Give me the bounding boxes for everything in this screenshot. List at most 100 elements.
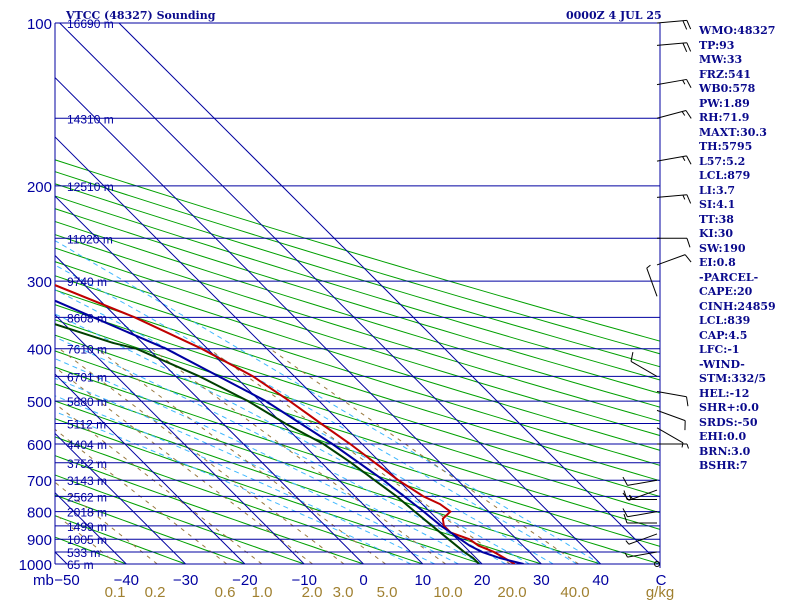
height-label: 533 m: [67, 546, 100, 560]
axis-labels: 16690 m 14310 m 12510 m 11020 m 9740 m 8608 m…: [19, 16, 675, 600]
wind-barb: [623, 513, 657, 524]
barb-staff: [656, 78, 687, 86]
barb-staff: [628, 533, 658, 545]
index-item: LCL:839: [699, 314, 751, 327]
height-label: 65 m: [67, 558, 94, 572]
moist-adiabat: [55, 358, 483, 564]
isotherm-line: [55, 76, 542, 564]
temperature-tick-label: −10: [291, 572, 316, 589]
height-label: 11020 m: [67, 232, 113, 246]
barb-flag: [686, 396, 689, 407]
wind-barb: [656, 19, 692, 30]
temperature-tick-label: −50: [54, 572, 79, 589]
station-title: VTCC (48327) Sounding: [66, 9, 216, 22]
barb-flag: [625, 540, 630, 545]
barb-flag: [623, 513, 628, 524]
wind-barb: [623, 490, 657, 501]
isotherm-line: [55, 432, 186, 564]
wind-barb: [656, 409, 686, 431]
pressure-label: 800: [27, 505, 52, 522]
pressure-label: 700: [27, 473, 52, 490]
index-item: BRN:3.0: [699, 444, 751, 458]
mixing-ratio-label: 0.2: [145, 584, 166, 600]
wind-barb: [624, 551, 658, 558]
mixing-ratio-label: 10.0: [433, 584, 462, 600]
parcel-trace: [55, 299, 524, 564]
barb-flag: [623, 490, 628, 500]
index-item: TT:38: [699, 212, 734, 226]
index-item: KI:30: [699, 227, 734, 240]
height-label: 4404 m: [67, 438, 107, 452]
mixing-ratio-line: [208, 348, 511, 564]
temperature-tick-label: 0: [359, 572, 367, 589]
height-label: 14310 m: [67, 112, 114, 126]
moist-adiabat: [55, 377, 459, 564]
height-label: 1499 m: [67, 520, 107, 534]
isotherm-line: [0, 23, 8, 564]
barb-flag: [646, 264, 651, 269]
barb-flag: [682, 42, 688, 53]
height-label: 2562 m: [67, 490, 107, 504]
wind-barb: [656, 194, 692, 204]
barb-flag: [682, 156, 686, 161]
height-label: 5880 m: [67, 395, 107, 409]
wind-barb: [622, 508, 658, 518]
index-item: LFC:-1: [699, 343, 740, 356]
barb-flag: [682, 194, 686, 200]
wind-barb: [656, 42, 692, 53]
barb-staff: [656, 427, 684, 444]
temperature-tick-label: −40: [114, 572, 139, 589]
isotherm-line: [55, 373, 246, 564]
isotherm-grid: [0, 23, 660, 564]
height-label: 7610 m: [67, 343, 107, 357]
index-item: SHR+:0.0: [699, 401, 759, 414]
barb-staff: [646, 267, 658, 297]
index-item: HEL:-12: [699, 386, 750, 400]
sounding-traces: [55, 284, 524, 564]
height-label: 1005 m: [67, 533, 107, 547]
index-item: MW:33: [699, 53, 743, 66]
moist-adiabat: [55, 411, 412, 564]
barb-flag: [686, 42, 692, 52]
index-item: L57:5.2: [699, 154, 746, 168]
barb-flag: [686, 79, 692, 89]
barb-staff: [628, 489, 658, 501]
barb-staff: [630, 360, 658, 377]
index-item: TP:93: [699, 38, 735, 52]
height-label: 12510 m: [67, 180, 114, 194]
barb-flag: [684, 254, 692, 263]
temperature-tick-label: 20: [474, 572, 491, 589]
temperature-tick-label: 40: [592, 572, 609, 589]
barb-flag: [682, 79, 686, 85]
wind-barb: [654, 561, 660, 567]
temperature-tick-label: 30: [533, 572, 550, 589]
wind-barb: [646, 264, 658, 297]
height-label: 5112 m: [67, 418, 106, 432]
wind-barb: [657, 237, 691, 248]
wind-barb: [656, 254, 692, 266]
barb-staff: [627, 479, 658, 486]
wind-barbs: [622, 19, 692, 567]
mixing-ratio-label: 20.0: [497, 584, 526, 600]
pressure-label: 500: [27, 394, 52, 411]
wind-barb: [657, 443, 689, 449]
barb-staff: [627, 551, 658, 558]
barb-staff: [627, 511, 658, 518]
index-item: CAP:4.5: [699, 328, 748, 342]
isobar-grid: [54, 22, 661, 568]
calm-circle: [654, 561, 660, 567]
index-item: FRZ:541: [699, 67, 752, 81]
dewpoint-trace: [55, 323, 480, 564]
isotherm-line: [55, 195, 424, 564]
wind-barb: [656, 78, 692, 89]
isotherm-line: [55, 314, 305, 564]
barb-staff: [656, 254, 686, 266]
barb-flag: [630, 351, 634, 362]
barb-staff: [656, 391, 687, 398]
index-item: LCL:879: [699, 169, 751, 182]
isotherm-line: [55, 136, 483, 564]
index-item: SRDS:-50: [699, 415, 758, 429]
index-item: CINH:24859: [699, 299, 776, 313]
wind-barb: [656, 155, 692, 165]
